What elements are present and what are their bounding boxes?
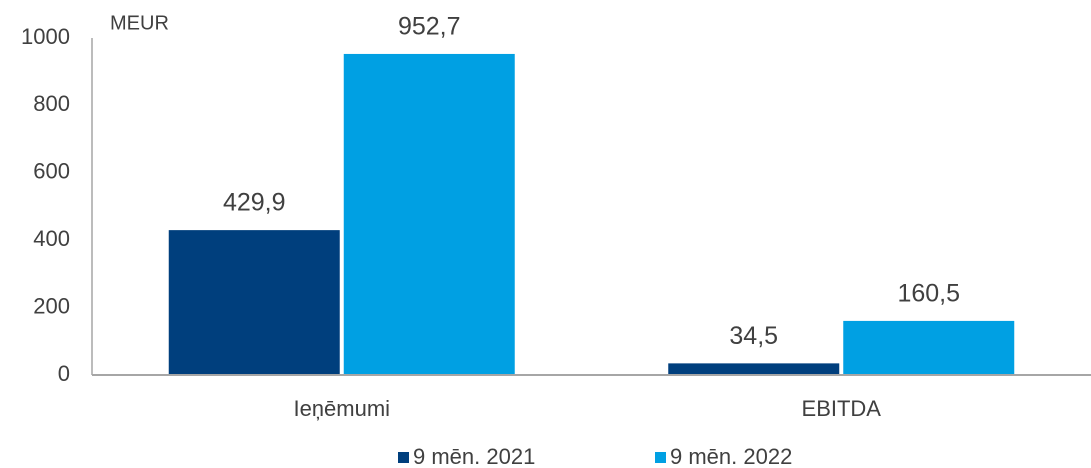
value-label: 34,5 <box>729 322 778 350</box>
bar <box>843 320 1015 375</box>
legend-swatch <box>398 452 409 463</box>
y-tick-label: 600 <box>33 159 70 184</box>
legend-label: 9 mēn. 2022 <box>670 444 792 468</box>
bar <box>343 53 515 376</box>
y-tick-label: 0 <box>58 361 70 386</box>
bar <box>668 363 840 375</box>
value-label: 160,5 <box>897 280 960 308</box>
bar <box>168 230 340 375</box>
x-tick-label: EBITDA <box>802 396 882 421</box>
value-label: 952,7 <box>398 13 461 41</box>
legend-swatch <box>655 452 666 463</box>
y-tick-label: 200 <box>33 293 70 318</box>
value-label: 429,9 <box>223 189 286 217</box>
x-tick-label: Ieņēmumi <box>293 396 390 421</box>
y-tick-label: 400 <box>33 226 70 251</box>
y-tick-label: 1000 <box>21 24 70 49</box>
y-axis-label: MEUR <box>110 12 169 34</box>
y-tick-label: 800 <box>33 91 70 116</box>
legend-label: 9 mēn. 2021 <box>413 444 535 468</box>
